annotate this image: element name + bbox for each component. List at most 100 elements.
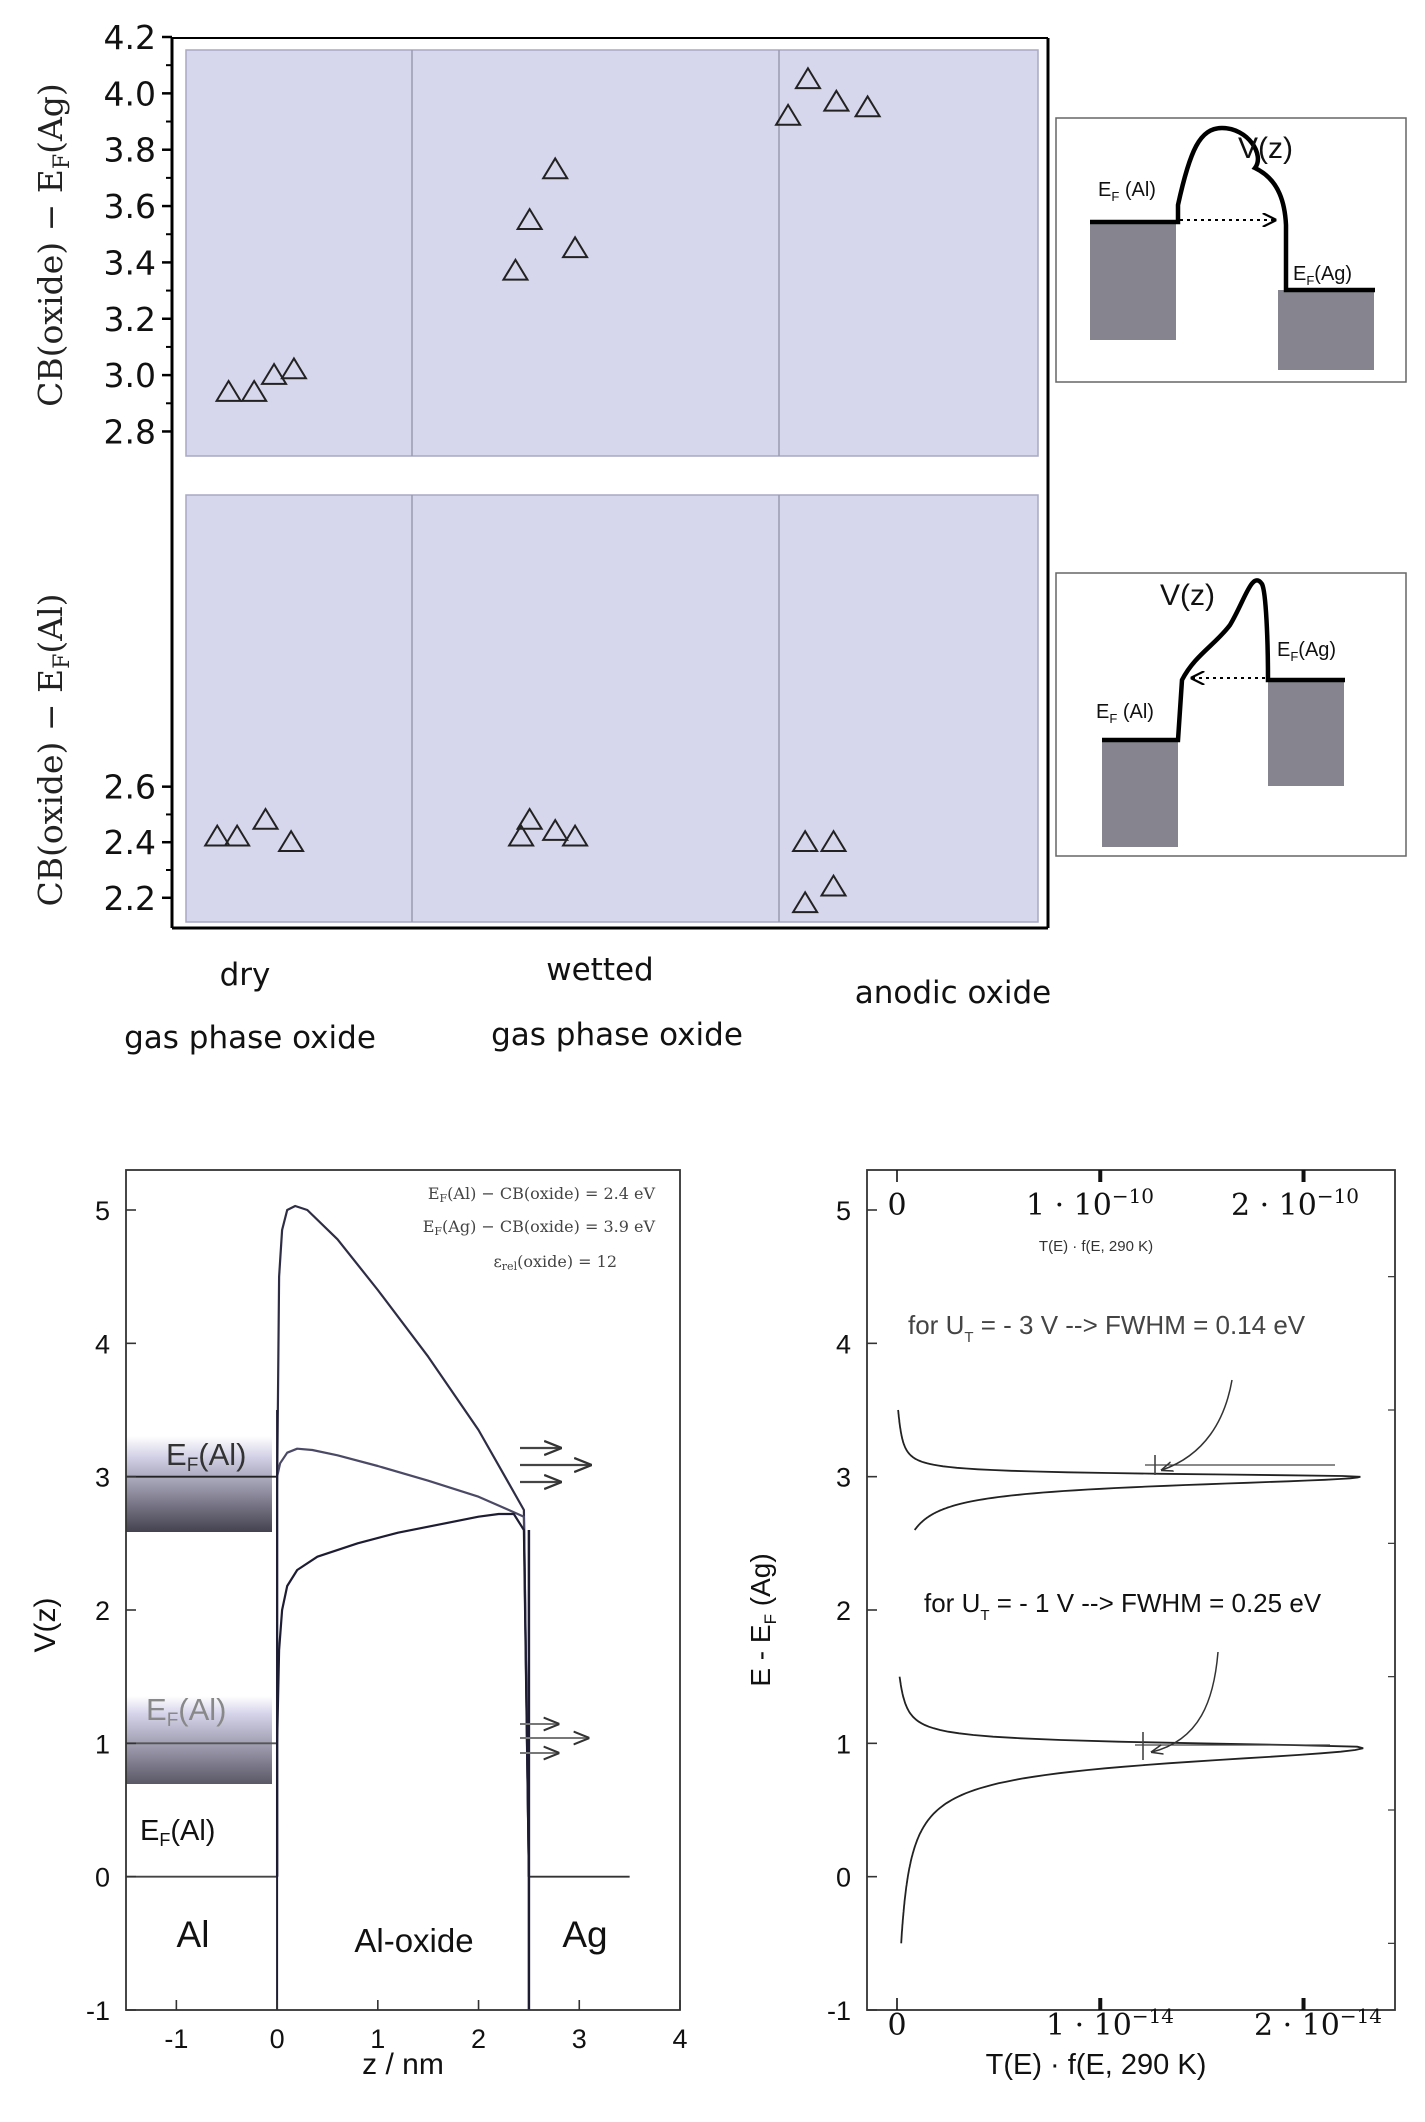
potential-chart: -1 0 1 2 3 4 -1 0 1 2 3 4 5 EF(Al) − CB(oxide) = 2.4… [29, 1169, 688, 2081]
pot-ytick-label-1: 0 [95, 1863, 110, 1893]
pot-xtick-label-5: 4 [672, 2024, 687, 2054]
inset-2-left-block [1102, 740, 1178, 847]
upper-ytick-label-3: 3.4 [104, 243, 156, 282]
inset-2-ef-ag: EF(Ag) [1277, 639, 1336, 664]
pot-xtick-label-0: -1 [164, 2024, 188, 2054]
fwhm-annotation-lower: for UT = - 1 V --> FWHM = 0.25 eV [924, 1588, 1322, 1624]
upper-ylabel: CB(oxide) − EF(Ag) [31, 83, 75, 407]
transmission-curve-1 [898, 1676, 1364, 1944]
upper-ytick-label-5: 3.8 [104, 131, 156, 170]
upper-panel-bg [185, 49, 1039, 457]
upper-ytick-label-2: 3.2 [104, 300, 156, 339]
upper-marker-1-3 [561, 235, 589, 259]
lower-panel-bg [185, 494, 1039, 923]
upper-y-ticks: 2.8 3.0 3.2 3.4 3.6 3.8 4.0 4.2 [104, 18, 172, 451]
transmission-frame [866, 1169, 1396, 2011]
lower-ytick-label-0: 2.2 [104, 879, 156, 918]
fwhm-pointer-lower [1152, 1651, 1219, 1752]
inset-2-ef-al: EF (Al) [1096, 701, 1154, 726]
tr-ytick-label-2: 1 [836, 1729, 851, 1759]
potential-frame [125, 1169, 681, 2011]
pot-ytick-label-4: 3 [95, 1463, 110, 1493]
region-al: Al [177, 1914, 210, 1955]
lower-marker-2-2 [819, 873, 848, 897]
lower-marker-0-1 [223, 823, 251, 847]
upper-ytick-label-0: 2.8 [104, 412, 156, 451]
upper-marker-1-2 [541, 156, 569, 180]
upper-marker-2-3 [853, 94, 882, 118]
upper-marker-1-0 [501, 257, 530, 281]
inset-2-vz-label: V(z) [1160, 579, 1215, 612]
transmission-ticks: -1 0 1 2 3 4 5 [827, 1170, 1395, 2026]
inset-1-potential [1090, 125, 1375, 293]
pot-ytick-label-6: 5 [95, 1196, 110, 1226]
pot-xtick-label-1: 0 [270, 2024, 285, 2054]
tr-ytick-label-3: 2 [836, 1596, 851, 1626]
category-label-dry: dry [220, 957, 271, 993]
upper-marker-2-2 [822, 88, 851, 112]
tr-ytick-label-4: 3 [836, 1463, 851, 1493]
tr-ytick-label-0: -1 [827, 1996, 851, 2026]
lower-marker-2-0 [791, 829, 819, 853]
annotation-ef-ag: EF(Ag) − CB(oxide) = 3.9 eV [423, 1217, 656, 1238]
potential-curves [275, 1204, 531, 2010]
top-tick-label-0: 0 [887, 1188, 906, 1223]
emission-arrows-upper [520, 1448, 590, 1482]
upper-marker-2-1 [794, 66, 822, 90]
band-inset-2: V(z) EF (Al) EF(Ag) [1055, 572, 1407, 857]
upper-marker-0-0 [214, 379, 243, 402]
lower-ytick-label-1: 2.4 [104, 823, 156, 862]
inset-1-vz-label: V(z) [1238, 132, 1293, 165]
emission-arrows-lower [520, 1724, 588, 1753]
tr-ytick-label-5: 4 [836, 1329, 851, 1359]
category-sub-dry: gas phase oxide [124, 1020, 376, 1056]
upper-marker-0-3 [280, 356, 308, 380]
potential-curve-1 [275, 1447, 530, 1877]
fwhm-pointer-upper [1162, 1379, 1233, 1470]
tr-ytick-label-6: 5 [836, 1196, 851, 1226]
offset-chart: 2.8 3.0 3.2 3.4 3.6 3.8 4.0 4.2 2.2 2.4 2.6 CB(ox… [31, 18, 1051, 1056]
transmission-ylabel: E - EF (Ag) [745, 1553, 780, 1686]
pot-ytick-label-0: -1 [86, 1996, 110, 2026]
upper-ytick-label-7: 4.2 [104, 18, 156, 57]
upper-marker-1-1 [515, 207, 544, 230]
transmission-xlabel: T(E) · f(E, 290 K) [986, 2049, 1207, 2081]
inset-1-ef-al: EF (Al) [1098, 179, 1156, 204]
transmission-curves [897, 1409, 1364, 1944]
lower-marker-1-0 [507, 823, 535, 847]
inset-2-potential [1102, 578, 1345, 743]
transmission-curve-0 [897, 1409, 1361, 1531]
potential-xlabel: z / nm [362, 2048, 444, 2081]
lower-marker-1-3 [561, 823, 589, 847]
pot-xtick-label-2: 1 [370, 2024, 385, 2054]
potential-ylabel: V(z) [29, 1598, 62, 1653]
upper-marker-0-1 [240, 379, 268, 402]
lower-y-ticks: 2.2 2.4 2.6 [104, 768, 172, 918]
bottom-tick-label-0: 0 [887, 2008, 906, 2043]
lower-marker-1-1 [515, 807, 544, 830]
pot-xtick-label-3: 2 [471, 2024, 486, 2054]
lower-ytick-label-2: 2.6 [104, 768, 156, 807]
category-sub-wetted: gas phase oxide [491, 1017, 743, 1053]
tr-ytick-label-1: 0 [836, 1863, 851, 1893]
fermi-level-lines [126, 1475, 630, 1878]
lower-marker-0-3 [277, 829, 305, 853]
top-tick-label-1: 1 · 10−10 [1026, 1184, 1154, 1223]
pot-ytick-label-3: 2 [95, 1596, 110, 1626]
pot-xtick-label-4: 3 [572, 2024, 587, 2054]
band-inset-1: V(z) EF (Al) EF(Ag) [1055, 117, 1407, 383]
al-band-top [126, 1436, 272, 1532]
fwhm-annotation-upper: for UT = - 3 V --> FWHM = 0.14 eV [908, 1310, 1306, 1346]
annotation-eps: εrel(oxide) = 12 [494, 1252, 618, 1273]
upper-marker-0-2 [260, 362, 288, 385]
inset-2-right-block [1268, 678, 1344, 786]
category-label-wetted: wetted [546, 952, 654, 988]
lower-marker-0-2 [251, 807, 280, 830]
lower-marker-1-2 [541, 818, 569, 841]
lower-markers [203, 807, 848, 914]
potential-ticks: -1 0 1 2 3 4 -1 0 1 2 3 4 5 [86, 1196, 688, 2054]
region-ag: Ag [562, 1914, 607, 1955]
bottom-tick-label-1: 1 · 10−14 [1046, 2004, 1174, 2043]
category-label-anodic: anodic oxide [855, 975, 1052, 1011]
